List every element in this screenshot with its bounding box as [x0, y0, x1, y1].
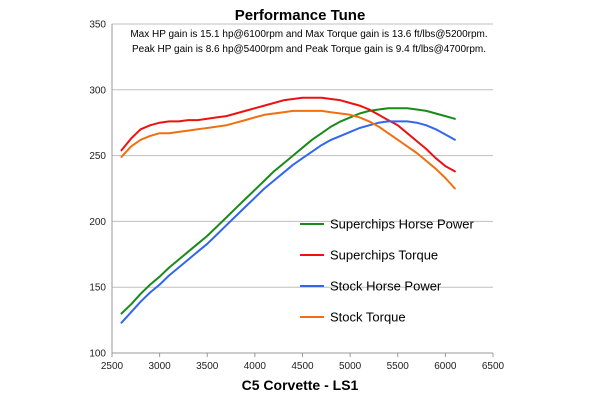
series-line-stock-horse-power [120, 120, 456, 324]
x-tick-label: 6000 [434, 361, 457, 372]
x-axis-label: C5 Corvette - LS1 [242, 377, 359, 393]
series-line-superchips-torque [120, 96, 456, 173]
chart-title: Performance Tune [235, 7, 366, 24]
legend-label-superchips-horse-power: Superchips Horse Power [330, 217, 474, 232]
chart-note-line-2: Peak HP gain is 8.6 hp@5400rpm and Peak … [132, 44, 486, 55]
legend-label-stock-torque: Stock Torque [330, 310, 406, 325]
x-tick-label: 6500 [482, 361, 505, 372]
gridlines [112, 23, 493, 354]
series-line-stock-torque [120, 109, 456, 190]
x-tick-label: 3000 [149, 361, 172, 372]
y-tick-label: 300 [89, 85, 106, 96]
y-tick-label: 100 [89, 349, 106, 360]
x-tick-label: 4500 [291, 361, 314, 372]
x-tick-labels: 2500 3000 3500 4000 4500 5000 5500 6000 6500 [101, 361, 505, 372]
series-line-superchips-horse-power [120, 107, 456, 315]
x-tick-label: 4000 [244, 361, 267, 372]
x-tick-label: 3500 [196, 361, 219, 372]
legend-label-superchips-torque: Superchips Torque [330, 248, 438, 263]
x-tick-label: 5500 [387, 361, 410, 372]
legend: Superchips Horse Power Superchips Torque S… [300, 217, 474, 325]
y-tick-label: 250 [89, 151, 106, 162]
y-tick-label: 150 [89, 283, 106, 294]
y-tick-label: 200 [89, 217, 106, 228]
chart-note-line-1: Max HP gain is 15.1 hp@6100rpm and Max T… [130, 29, 487, 40]
series-lines [120, 96, 456, 324]
x-tick-label: 5000 [339, 361, 362, 372]
y-tick-labels: 100 150 200 250 300 350 [89, 20, 106, 360]
y-tick-label: 350 [89, 20, 106, 31]
axes [111, 24, 494, 357]
legend-label-stock-horse-power: Stock Horse Power [330, 279, 442, 294]
x-tick-label: 2500 [101, 361, 124, 372]
